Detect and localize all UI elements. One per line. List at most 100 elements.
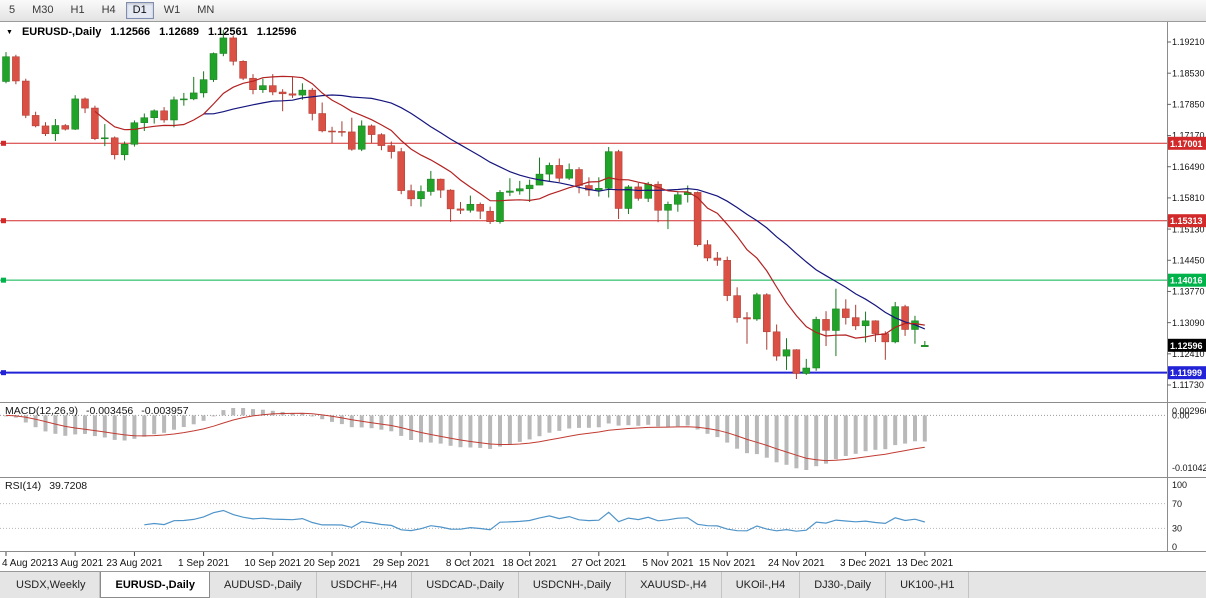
macd-histogram-bar	[705, 415, 710, 434]
macd-histogram-bar	[774, 415, 779, 463]
candle	[71, 98, 79, 130]
price-tag-1.15313[interactable]	[1168, 214, 1206, 228]
line-handle[interactable]	[1, 218, 6, 224]
macd-histogram-bar	[92, 415, 97, 437]
chart-tab-eurusd-daily[interactable]: EURUSD-,Daily	[100, 572, 210, 598]
price-axis-label[interactable]: 1.17850	[1172, 100, 1205, 110]
chart-tab-xauusd-h4[interactable]: XAUUSD-,H4	[626, 572, 722, 598]
macd-histogram-bar	[843, 415, 848, 456]
price-axis-label[interactable]: 1.19210	[1172, 37, 1205, 47]
date-label[interactable]: 4 Aug 2021	[2, 558, 53, 569]
date-label[interactable]: 24 Nov 2021	[768, 558, 825, 569]
candle	[674, 194, 682, 205]
candle	[654, 183, 662, 211]
macd-histogram-bar	[794, 415, 799, 469]
date-label[interactable]: 27 Oct 2021	[572, 558, 627, 569]
chart-tab-usdcnh-daily[interactable]: USDCNH-,Daily	[518, 572, 627, 598]
chart-tab-uk100-h1[interactable]: UK100-,H1	[886, 572, 970, 598]
chart-tab-usdx-weekly[interactable]: USDX,Weekly	[2, 572, 101, 598]
moving-average-10	[94, 75, 925, 339]
macd-histogram-bar	[409, 415, 414, 440]
macd-histogram-bar	[557, 415, 562, 431]
chart-tab-audusd-daily[interactable]: AUDUSD-,Daily	[209, 572, 317, 598]
date-label[interactable]: 15 Nov 2021	[699, 558, 756, 569]
price-tag-1.11999[interactable]	[1168, 366, 1206, 380]
candle	[891, 306, 899, 343]
date-label[interactable]: 8 Oct 2021	[446, 558, 495, 569]
price-axis-label[interactable]: 1.12410	[1172, 349, 1205, 359]
date-label[interactable]: 29 Sep 2021	[373, 558, 430, 569]
macd-signal-value: -0.003957	[141, 405, 189, 417]
candle	[881, 333, 890, 343]
macd-histogram-bar	[428, 415, 433, 443]
candle	[624, 186, 633, 209]
timeframe-button-5[interactable]: 5	[9, 4, 16, 16]
candle	[51, 125, 60, 135]
macd-histogram-bar	[320, 415, 325, 420]
date-label[interactable]: 3 Dec 2021	[840, 558, 892, 569]
price-axis-label[interactable]: 1.13770	[1172, 287, 1205, 297]
timeframe-button-h1[interactable]: H1	[70, 4, 85, 16]
candle	[525, 184, 534, 190]
timeframe-button-mn[interactable]: MN	[197, 4, 215, 16]
macd-histogram-bar	[636, 415, 641, 426]
price-axis-label[interactable]: 1.15810	[1172, 193, 1205, 203]
chart-title: ▼ EURUSD-,Daily 1.12566 1.12689 1.12561 …	[6, 26, 296, 38]
chart-tab-dj30-daily[interactable]: DJ30-,Daily	[800, 572, 887, 598]
chart-tab-usdcad-daily[interactable]: USDCAD-,Daily	[412, 572, 519, 598]
moving-average-21	[203, 94, 926, 330]
line-handle[interactable]	[1, 370, 6, 376]
chart-tab-ukoil-h4[interactable]: UKOil-,H4	[721, 572, 801, 598]
date-label[interactable]: 10 Sep 2021	[244, 558, 301, 569]
timeframe-button-h4[interactable]: H4	[101, 4, 116, 16]
macd-histogram-bar	[715, 415, 720, 438]
macd-histogram-bar	[814, 415, 819, 467]
price-axis-label[interactable]: 1.16490	[1172, 162, 1205, 172]
timeframe-button-d1[interactable]: D1	[125, 2, 154, 19]
macd-histogram-bar	[152, 415, 157, 435]
price-tag-1.14016[interactable]	[1168, 273, 1206, 287]
price-axis-label[interactable]: 1.15130	[1172, 224, 1205, 234]
price-axis-label[interactable]: 1.13090	[1172, 318, 1205, 328]
chart-tab-usdchf-h4[interactable]: USDCHF-,H4	[316, 572, 413, 598]
date-label[interactable]: 1 Sep 2021	[178, 558, 230, 569]
candle	[259, 85, 267, 90]
candle	[367, 125, 376, 135]
candle	[101, 137, 109, 140]
price-axis-label[interactable]: 1.11730	[1172, 380, 1204, 390]
macd-histogram-bar	[913, 415, 917, 442]
macd-histogram-bar	[863, 415, 868, 452]
macd-histogram-bar	[419, 415, 423, 443]
candle	[140, 117, 149, 123]
macd-histogram-bar	[270, 410, 275, 416]
macd-name: MACD(12,26,9)	[5, 405, 78, 417]
date-label[interactable]: 23 Aug 2021	[106, 558, 163, 569]
date-label[interactable]: 5 Nov 2021	[642, 558, 694, 569]
timeframe-button-w1[interactable]: W1	[163, 4, 181, 16]
macd-histogram-bar	[201, 415, 206, 421]
macd-axis-min: -0.01042	[1172, 463, 1206, 473]
date-label[interactable]: 13 Dec 2021	[896, 558, 953, 569]
macd-signal-line	[5, 412, 925, 462]
price-tag-1.17001[interactable]	[1168, 136, 1206, 150]
date-label[interactable]: 20 Sep 2021	[304, 558, 361, 569]
timeframe-toolbar: 5 M30 H1 H4 D1 W1 MN	[0, 0, 1206, 22]
candle	[812, 319, 820, 369]
macd-histogram-bar	[853, 415, 858, 454]
date-label[interactable]: 13 Aug 2021	[47, 558, 104, 569]
timeframe-button-m30[interactable]: M30	[32, 4, 54, 16]
macd-histogram-bar	[290, 412, 295, 416]
macd-histogram-bar	[102, 415, 107, 438]
macd-histogram-bar	[13, 415, 18, 418]
price-tag-1.12596[interactable]	[1168, 338, 1206, 352]
date-label[interactable]: 18 Oct 2021	[502, 558, 557, 569]
line-handle[interactable]	[1, 140, 6, 146]
line-handle[interactable]	[1, 277, 6, 283]
price-axis-label[interactable]: 1.17170	[1172, 131, 1205, 141]
rsi-line	[144, 509, 925, 532]
macd-histogram-bar	[221, 410, 226, 416]
price-axis-label[interactable]: 1.18530	[1172, 68, 1205, 78]
price-axis-label[interactable]: 1.14450	[1172, 255, 1205, 265]
collapse-triangle-icon[interactable]: ▼	[6, 28, 13, 36]
